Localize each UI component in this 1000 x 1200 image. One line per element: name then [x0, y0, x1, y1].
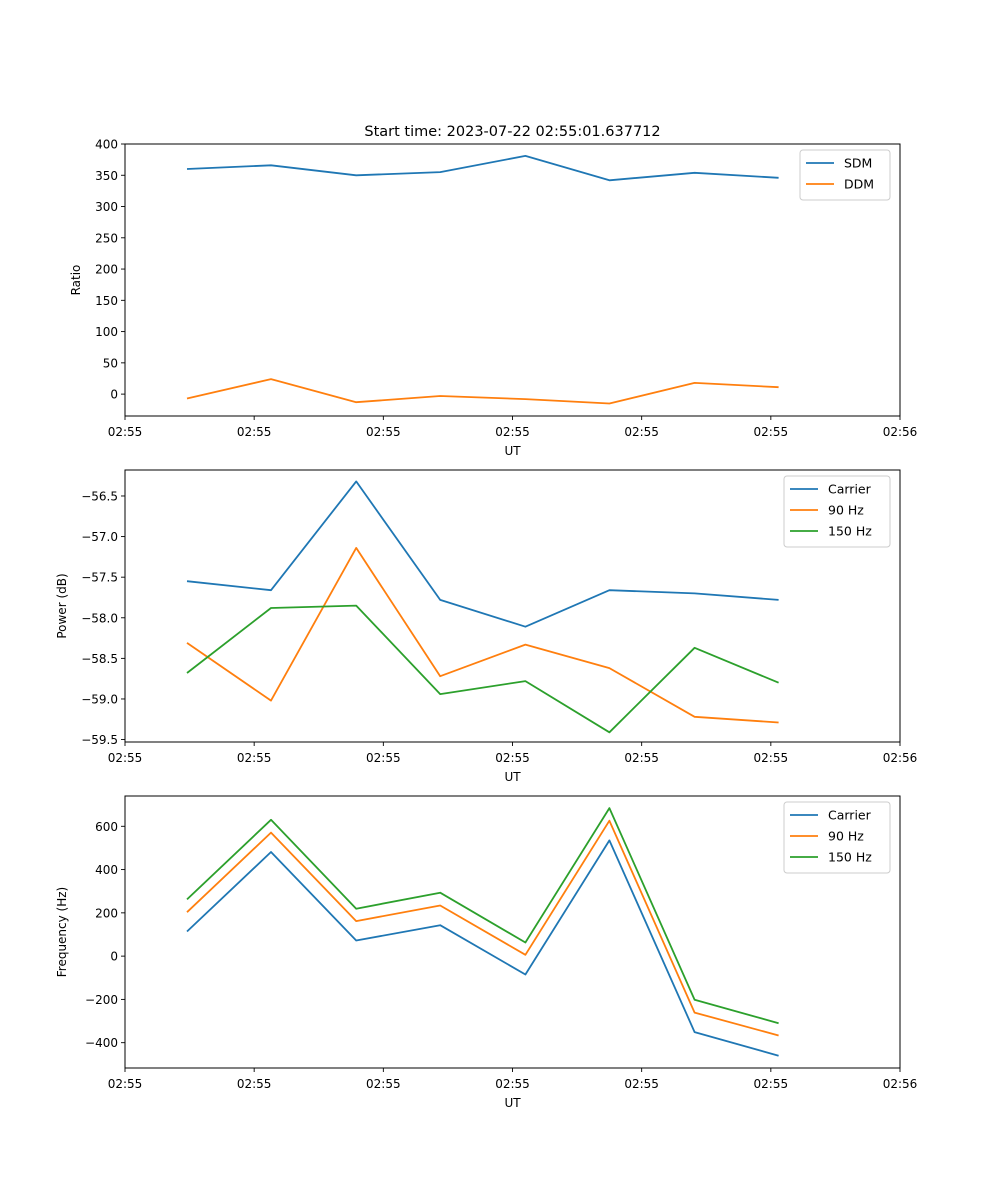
legend-label: 90 Hz [828, 829, 864, 844]
y-tick-label: −57.0 [81, 530, 118, 544]
x-tick-label: 02:55 [495, 1077, 530, 1091]
series-line-150-hz [186, 807, 779, 1025]
x-tick-label: 02:55 [108, 1077, 143, 1091]
y-tick-label: −58.0 [81, 611, 118, 625]
x-tick-label: 02:55 [624, 751, 659, 765]
y-tick-label: 350 [95, 169, 118, 183]
y-tick-label: −56.5 [81, 489, 118, 503]
series-line-90-hz [186, 547, 779, 724]
y-tick-label: −59.5 [81, 733, 118, 747]
legend-label: Carrier [828, 482, 872, 497]
x-tick-label: 02:55 [237, 425, 272, 439]
x-tick-label: 02:55 [366, 425, 401, 439]
x-tick-label: 02:55 [495, 425, 530, 439]
x-tick-label: 02:55 [366, 1077, 401, 1091]
y-tick-label: 200 [95, 263, 118, 277]
x-tick-label: 02:56 [883, 1077, 918, 1091]
legend: Carrier 90 Hz 150 Hz [783, 475, 891, 548]
y-tick-label: 0 [110, 950, 118, 964]
y-tick-label: 300 [95, 200, 118, 214]
legend-label: 150 Hz [828, 524, 872, 539]
legend-frame [783, 801, 891, 874]
legend-frame [783, 475, 891, 548]
y-tick-label: 0 [110, 388, 118, 402]
x-tick-label: 02:55 [237, 1077, 272, 1091]
subplot-2: 02:55 02:55 02:55 02:55 02:55 02:55 02:56 −59.5… [55, 469, 918, 784]
y-tick-label: 150 [95, 294, 118, 308]
y-tick-label: −400 [85, 1036, 118, 1050]
x-axis-label: UT [504, 770, 521, 784]
y-tick-label: 200 [95, 906, 118, 920]
y-tick-label: 100 [95, 325, 118, 339]
legend-label: DDM [844, 177, 874, 192]
legend-label: 150 Hz [828, 850, 872, 865]
y-tick-label: 400 [95, 863, 118, 877]
legend-label: SDM [844, 156, 872, 171]
x-tick-label: 02:56 [883, 425, 918, 439]
y-axis-label: Power (dB) [55, 573, 69, 638]
y-axis-label: Frequency (Hz) [55, 887, 69, 978]
x-tick-label: 02:56 [883, 751, 918, 765]
series-line-90-hz [186, 819, 779, 1037]
x-tick-label: 02:55 [754, 751, 789, 765]
legend-label: Carrier [828, 808, 872, 823]
y-tick-label: −200 [85, 993, 118, 1007]
legend-label: 90 Hz [828, 503, 864, 518]
y-tick-label: 250 [95, 231, 118, 245]
x-tick-label: 02:55 [108, 751, 143, 765]
y-tick-label: −59.0 [81, 692, 118, 706]
series-line-sdm [186, 154, 779, 182]
series-line-carrier [186, 480, 779, 628]
x-tick-label: 02:55 [624, 425, 659, 439]
series-line-ddm [186, 378, 779, 405]
x-tick-label: 02:55 [624, 1077, 659, 1091]
y-tick-label: 600 [95, 820, 118, 834]
legend: Carrier 90 Hz 150 Hz [783, 801, 891, 874]
axes-frame [124, 143, 901, 417]
legend: SDM DDM [799, 149, 891, 201]
x-axis-label: UT [504, 1096, 521, 1110]
y-tick-label: −57.5 [81, 571, 118, 585]
x-tick-label: 02:55 [754, 425, 789, 439]
chart-title: Start time: 2023-07-22 02:55:01.637712 [364, 124, 660, 140]
x-tick-label: 02:55 [366, 751, 401, 765]
x-tick-label: 02:55 [108, 425, 143, 439]
x-tick-label: 02:55 [237, 751, 272, 765]
series-line-150-hz [186, 604, 779, 734]
subplot-1: Start time: 2023-07-22 02:55:01.63771202… [69, 124, 917, 458]
series-line-carrier [186, 839, 779, 1057]
x-tick-label: 02:55 [495, 751, 530, 765]
subplot-3: 02:55 02:55 02:55 02:55 02:55 02:55 02:56 −400 −… [55, 795, 918, 1110]
y-tick-label: −58.5 [81, 652, 118, 666]
x-axis-label: UT [504, 444, 521, 458]
y-tick-label: 50 [103, 356, 118, 370]
y-tick-label: 400 [95, 138, 118, 152]
y-axis-label: Ratio [69, 265, 83, 296]
x-tick-label: 02:55 [754, 1077, 789, 1091]
